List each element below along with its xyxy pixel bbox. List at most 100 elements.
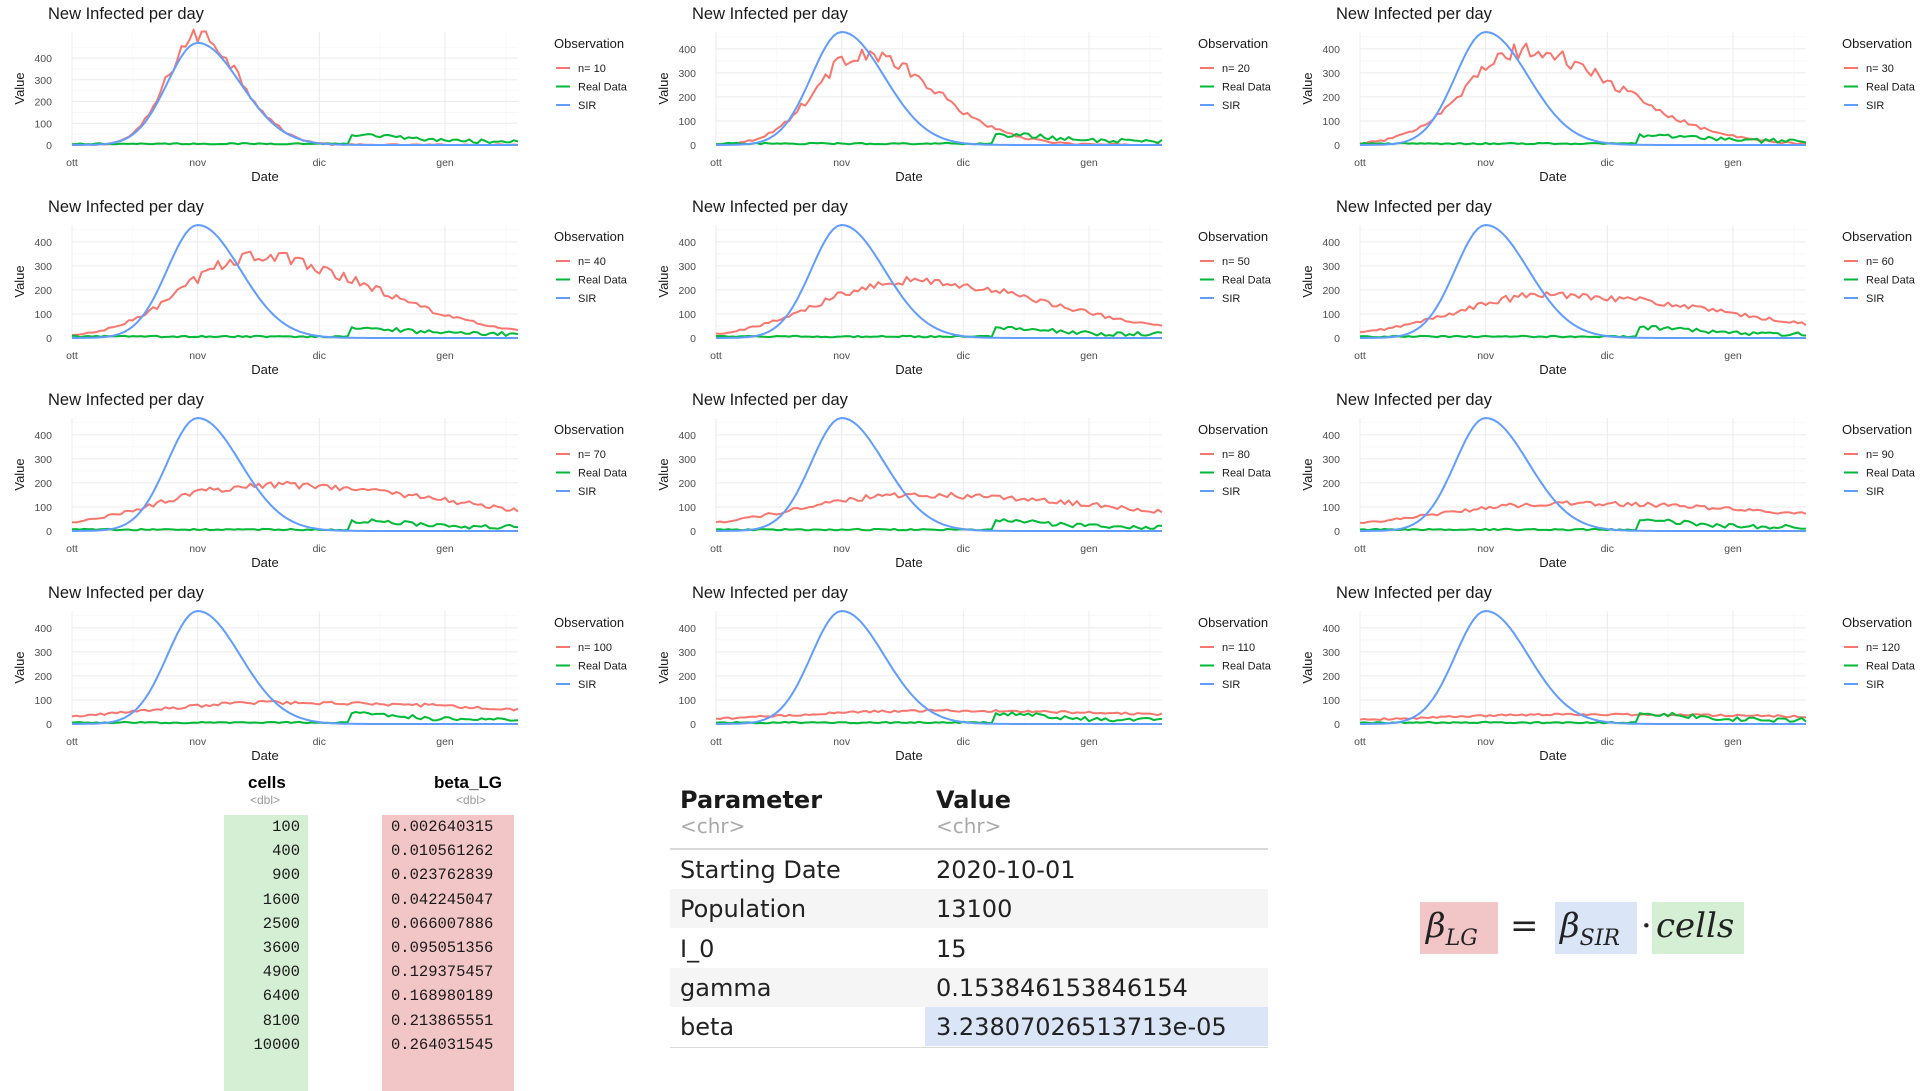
x-tick-label: ott	[1354, 543, 1366, 555]
y-tick-label: 200	[1322, 92, 1340, 104]
x-tick-label: dic	[1601, 736, 1614, 748]
parameter-row: beta 3.23807026513713e-05	[670, 1007, 1268, 1047]
panel-7: New Infected per day 0 100 200 300 400 ott nov d…	[12, 391, 628, 570]
n-series-line	[1359, 500, 1807, 524]
y-tick-label: 0	[690, 719, 696, 731]
legend-item-label: Real Data	[1222, 82, 1272, 94]
y-tick-label: 200	[34, 97, 52, 109]
legend-item-label: n= 20	[1222, 63, 1250, 75]
parameter-value: 15	[936, 934, 967, 963]
legend-item-label: Real Data	[1222, 661, 1272, 673]
sir-line	[72, 610, 518, 725]
y-tick-label: 200	[1322, 671, 1340, 683]
panel-9: New Infected per day 0 100 200 300 400 ott nov d…	[1300, 391, 1916, 570]
cells-term: cells	[1656, 906, 1735, 946]
panel-11: New Infected per day 0 100 200 300 400 ott nov d…	[656, 584, 1272, 763]
real-data-line	[71, 711, 519, 725]
legend-item-label: n= 80	[1222, 449, 1250, 461]
beta-value: 0.095051356	[391, 939, 494, 957]
y-tick-label: 400	[34, 430, 52, 442]
legend-item-label: SIR	[578, 486, 596, 498]
beta-value: 0.066007886	[391, 914, 494, 933]
parameter-type: <chr>	[680, 814, 746, 838]
y-tick-label: 0	[46, 526, 52, 538]
y-axis-label: Value	[656, 265, 671, 297]
y-axis-label: Value	[1300, 265, 1315, 297]
legend-title: Observation	[1198, 229, 1268, 244]
panel-title: New Infected per day	[48, 584, 205, 602]
x-tick-label: nov	[833, 543, 851, 555]
gridlines	[1359, 418, 1806, 532]
y-tick-label: 300	[678, 261, 696, 273]
beta-header: beta_LG	[434, 773, 503, 792]
y-tick-label: 200	[1322, 478, 1340, 490]
x-tick-label: dic	[957, 350, 970, 362]
y-axis-label: Value	[1300, 458, 1315, 490]
x-tick-label: gen	[436, 736, 454, 748]
legend-item-label: SIR	[1222, 679, 1240, 691]
legend: Observation n= 100 Real Data SIR	[554, 615, 628, 691]
table-row: 3600 0.095051356	[184, 936, 514, 960]
legend-item-label: SIR	[1222, 293, 1240, 305]
table-row: 4900 0.129375457	[184, 960, 514, 984]
parameter-row: gamma 0.153846153846154	[670, 967, 1268, 1007]
x-tick-label: gen	[1724, 736, 1742, 748]
real-data-line	[1359, 518, 1807, 532]
y-tick-label: 300	[1322, 261, 1340, 273]
x-tick-label: gen	[1724, 543, 1742, 555]
y-tick-label: 400	[678, 44, 696, 56]
y-axis-label: Value	[12, 651, 27, 683]
x-axis-label: Date	[1539, 748, 1566, 763]
sir-line	[72, 417, 518, 532]
real-data-line	[715, 132, 1163, 146]
legend: Observation n= 60 Real Data SIR	[1842, 229, 1916, 305]
y-tick-label: 0	[46, 140, 52, 152]
y-tick-label: 400	[678, 237, 696, 249]
y-tick-label: 100	[678, 502, 696, 514]
real-data-line	[71, 133, 519, 146]
x-tick-label: ott	[66, 543, 78, 555]
sir-line	[716, 610, 1162, 725]
real-data-line	[1359, 133, 1807, 146]
x-tick-label: dic	[313, 350, 326, 362]
y-tick-label: 300	[34, 454, 52, 466]
parameter-value: 13100	[936, 895, 1013, 924]
n-series-line	[1359, 712, 1806, 721]
beta-value: 0.213865551	[391, 1011, 494, 1030]
real-data-line	[716, 326, 1163, 339]
legend: Observation n= 80 Real Data SIR	[1198, 422, 1272, 498]
parameter-name: gamma	[680, 973, 772, 1002]
y-tick-label: 400	[34, 53, 52, 65]
y-tick-label: 200	[34, 285, 52, 297]
panel-title: New Infected per day	[48, 391, 205, 409]
legend-item-label: SIR	[1866, 486, 1884, 498]
legend-item-label: SIR	[1866, 293, 1884, 305]
y-tick-label: 0	[1334, 719, 1340, 731]
y-tick-label: 300	[678, 68, 696, 80]
parameter-value: 0.153846153846154	[936, 973, 1188, 1002]
cells-value: 10000	[253, 1035, 300, 1054]
y-axis-label: Value	[1300, 651, 1315, 683]
gridlines	[1359, 32, 1806, 146]
table-row: 900 0.023762839	[184, 863, 514, 887]
table-row: 400 0.010561262	[184, 839, 514, 863]
x-tick-label: gen	[1080, 543, 1098, 555]
header-divider	[670, 848, 1268, 850]
x-tick-label: ott	[1354, 736, 1366, 748]
x-tick-label: ott	[710, 543, 722, 555]
x-axis-label: Date	[895, 362, 922, 377]
legend-title: Observation	[554, 36, 624, 51]
n-series-line	[715, 275, 1163, 335]
sir-line	[1360, 610, 1806, 725]
x-tick-label: ott	[710, 350, 722, 362]
y-tick-label: 200	[34, 671, 52, 683]
y-axis-label: Value	[656, 458, 671, 490]
table-row: 8100 0.213865551	[184, 1009, 514, 1033]
n-series-line	[71, 699, 519, 718]
legend-item-label: SIR	[578, 100, 596, 112]
n-series-line	[1359, 42, 1807, 146]
legend-item-label: n= 10	[578, 63, 606, 75]
legend-item-label: Real Data	[1866, 661, 1916, 673]
y-tick-label: 400	[678, 623, 696, 635]
beta-value: 0.023762839	[391, 866, 494, 885]
